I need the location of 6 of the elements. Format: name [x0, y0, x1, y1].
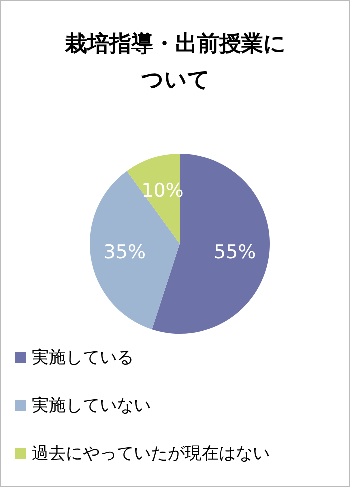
chart-title: 栽培指導・出前授業について [64, 31, 288, 95]
legend-label: 実施していない [32, 394, 151, 416]
legend-label: 実施している [32, 346, 134, 368]
data-label: 55% [214, 242, 256, 264]
legend-label: 過去にやっていたが現在はない [32, 442, 270, 464]
data-label: 35% [104, 242, 146, 264]
